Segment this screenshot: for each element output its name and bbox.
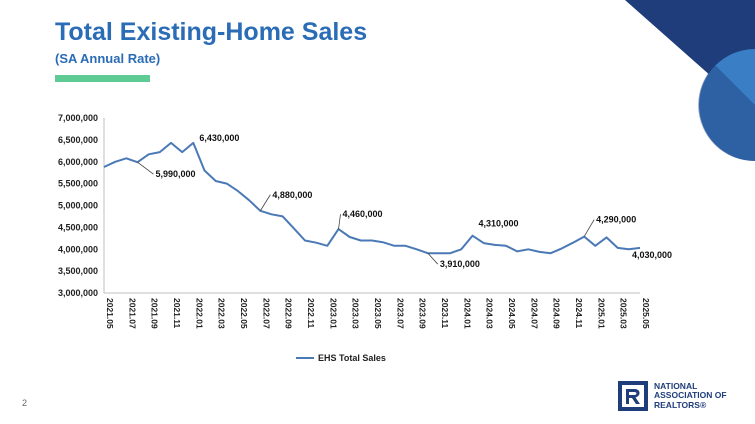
data-label: 4,290,000	[596, 215, 636, 225]
chart-title: Total Existing-Home Sales	[55, 18, 368, 46]
x-tick-label: 2024.07	[529, 298, 539, 329]
x-tick-label: 2025.05	[641, 298, 651, 329]
annotation-leader	[259, 194, 271, 211]
x-tick-label: 2024.01	[462, 298, 472, 329]
x-tick-label: 2022.07	[261, 298, 271, 329]
legend-swatch	[296, 357, 314, 359]
y-tick-label: 5,500,000	[58, 179, 98, 189]
y-tick-label: 4,500,000	[58, 222, 98, 232]
line-chart: 3,000,000 3,500,000 4,000,000 4,500,000 5,00…	[58, 113, 672, 329]
x-tick-label: 2023.01	[328, 298, 338, 329]
data-label: 4,880,000	[272, 190, 312, 200]
x-tick-label: 2021.11	[172, 298, 182, 329]
x-tick-label: 2024.03	[485, 298, 495, 329]
y-tick-label: 6,000,000	[58, 157, 98, 167]
logo-text: NATIONAL ASSOCIATION OF REALTORS®	[654, 380, 727, 411]
annotation-leader	[338, 214, 341, 230]
x-tick-label: 2025.01	[596, 298, 606, 329]
x-tick-label: 2024.11	[574, 298, 584, 329]
corner-circle-shade	[698, 65, 755, 162]
x-tick-label: 2023.09	[418, 298, 428, 329]
accent-bar	[55, 75, 150, 82]
y-tick-label: 4,000,000	[58, 244, 98, 254]
x-tick-label: 2023.11	[440, 298, 450, 329]
y-tick-label: 3,000,000	[58, 288, 98, 298]
x-tick-label: 2022.03	[217, 298, 227, 329]
x-tick-label: 2022.01	[194, 298, 204, 329]
x-tick-label: 2023.03	[351, 298, 361, 329]
x-tick-label: 2024.05	[507, 298, 517, 329]
annotation-leader	[583, 219, 595, 237]
realtor-r-logo-icon	[618, 381, 648, 411]
logo-line-1: NATIONAL	[654, 380, 698, 391]
series-line	[103, 141, 641, 255]
x-tick-label: 2023.07	[395, 298, 405, 329]
chart-subtitle: (SA Annual Rate)	[55, 51, 161, 66]
data-label: 4,310,000	[479, 219, 519, 229]
y-tick-label: 5,000,000	[58, 201, 98, 211]
annotation-leader	[137, 161, 154, 175]
nar-logo: NATIONAL ASSOCIATION OF REALTORS®	[618, 381, 727, 411]
x-tick-label: 2023.05	[373, 298, 383, 329]
x-tick-label: 2024.09	[552, 298, 562, 329]
data-label: 6,430,000	[199, 133, 239, 143]
data-label: 4,030,000	[632, 250, 672, 260]
x-tick-label: 2022.05	[239, 298, 249, 329]
corner-circle	[699, 49, 755, 161]
data-label: 3,910,000	[440, 259, 480, 269]
annotation-leader	[427, 252, 439, 265]
y-tick-label: 7,000,000	[58, 113, 98, 123]
logo-line-3: REALTORS®	[654, 399, 707, 410]
x-tick-label: 2022.09	[284, 298, 294, 329]
data-label: 4,460,000	[343, 209, 383, 219]
page-number: 2	[22, 398, 28, 408]
x-tick-label: 2021.05	[105, 298, 115, 329]
chart-legend: EHS Total Sales	[296, 353, 386, 363]
y-tick-label: 3,500,000	[58, 266, 98, 276]
x-tick-label: 2021.09	[150, 298, 160, 329]
x-tick-label: 2021.07	[127, 298, 137, 329]
x-tick-label: 2022.11	[306, 298, 316, 329]
data-label: 5,990,000	[156, 169, 196, 179]
y-tick-label: 6,500,000	[58, 135, 98, 145]
x-tick-label: 2025.03	[619, 298, 629, 329]
corner-decoration	[625, 0, 755, 162]
logo-line-2: ASSOCIATION OF	[654, 390, 727, 401]
legend-label: EHS Total Sales	[318, 353, 386, 363]
